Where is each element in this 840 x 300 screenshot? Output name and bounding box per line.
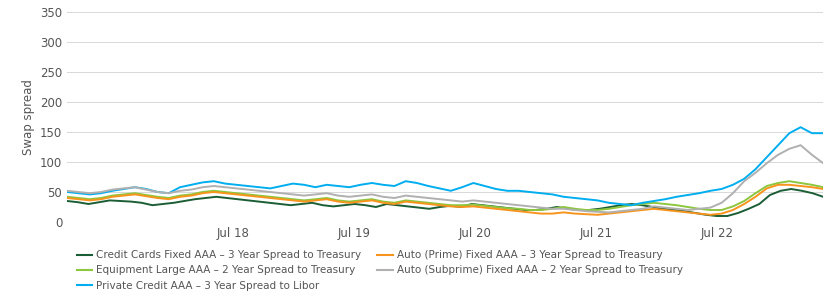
Legend: Credit Cards Fixed AAA – 3 Year Spread to Treasury, Equipment Large AAA – 2 Year: Credit Cards Fixed AAA – 3 Year Spread t… bbox=[72, 246, 687, 295]
Y-axis label: Swap spread: Swap spread bbox=[22, 79, 34, 155]
